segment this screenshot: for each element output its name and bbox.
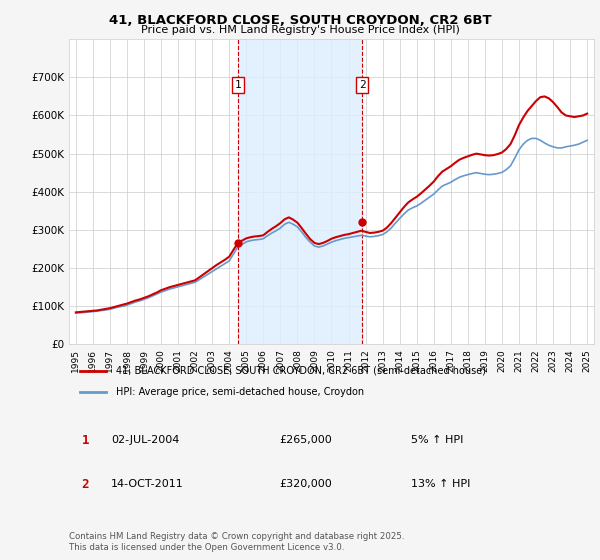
Text: 1: 1 — [82, 433, 89, 447]
Text: £320,000: £320,000 — [279, 479, 332, 489]
Text: 14-OCT-2011: 14-OCT-2011 — [111, 479, 184, 489]
Text: Price paid vs. HM Land Registry's House Price Index (HPI): Price paid vs. HM Land Registry's House … — [140, 25, 460, 35]
Bar — [238, 39, 362, 344]
Text: 2: 2 — [359, 80, 365, 90]
Text: 02-JUL-2004: 02-JUL-2004 — [111, 435, 179, 445]
Text: 13% ↑ HPI: 13% ↑ HPI — [411, 479, 470, 489]
Text: 1: 1 — [235, 80, 241, 90]
Text: 41, BLACKFORD CLOSE, SOUTH CROYDON, CR2 6BT (semi-detached house): 41, BLACKFORD CLOSE, SOUTH CROYDON, CR2 … — [116, 366, 486, 376]
Text: 2: 2 — [82, 478, 89, 492]
Text: £265,000: £265,000 — [279, 435, 332, 445]
Text: 41, BLACKFORD CLOSE, SOUTH CROYDON, CR2 6BT: 41, BLACKFORD CLOSE, SOUTH CROYDON, CR2 … — [109, 14, 491, 27]
Text: 5% ↑ HPI: 5% ↑ HPI — [411, 435, 463, 445]
Text: HPI: Average price, semi-detached house, Croydon: HPI: Average price, semi-detached house,… — [116, 387, 364, 397]
Text: Contains HM Land Registry data © Crown copyright and database right 2025.
This d: Contains HM Land Registry data © Crown c… — [69, 532, 404, 552]
